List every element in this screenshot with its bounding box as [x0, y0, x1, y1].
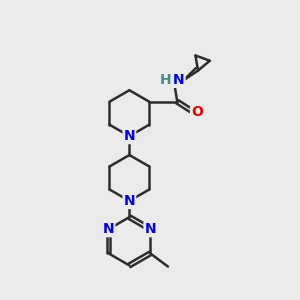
Text: O: O [191, 105, 203, 119]
Text: N: N [173, 73, 184, 87]
Text: N: N [103, 222, 114, 236]
Text: N: N [124, 129, 135, 143]
Text: N: N [145, 222, 156, 236]
Text: H: H [160, 73, 172, 87]
Text: N: N [124, 194, 135, 208]
